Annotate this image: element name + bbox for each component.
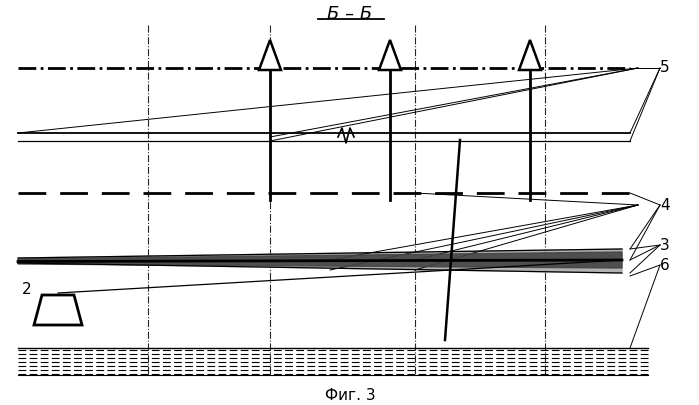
Text: 6: 6	[660, 258, 670, 273]
Polygon shape	[379, 40, 401, 70]
Text: Б – Б: Б – Б	[327, 5, 373, 23]
Text: 5: 5	[660, 60, 670, 75]
Polygon shape	[18, 252, 622, 268]
Polygon shape	[34, 295, 82, 325]
Text: 2: 2	[22, 283, 31, 298]
Text: 3: 3	[660, 237, 670, 252]
Polygon shape	[259, 40, 281, 70]
Text: Фиг. 3: Фиг. 3	[325, 388, 375, 403]
Polygon shape	[18, 249, 622, 273]
Text: 4: 4	[660, 198, 670, 213]
Polygon shape	[519, 40, 541, 70]
